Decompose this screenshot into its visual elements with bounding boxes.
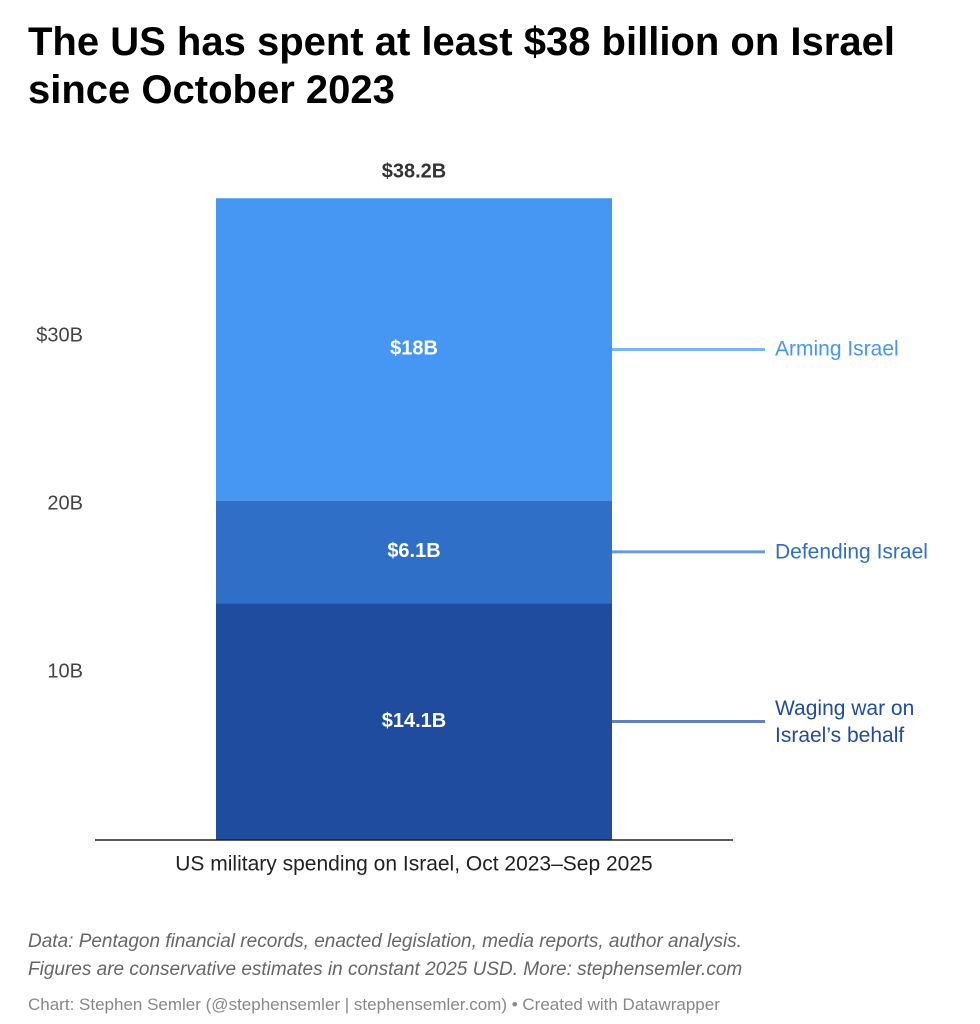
- bar-segment: [216, 603, 612, 840]
- note: Data: Pentagon financial records, enacte…: [28, 931, 742, 952]
- value-label: $14.1B: [382, 710, 447, 732]
- footer: Chart: Stephen Semler (@stephensemler | …: [28, 995, 720, 1014]
- total-label: $38.2B: [382, 161, 447, 183]
- x-tick-label: US military spending on Israel, Oct 2023…: [175, 853, 652, 876]
- y-tick-label: $30B: [36, 324, 83, 346]
- legend-label: Defending Israel: [775, 540, 928, 564]
- y-tick-label: 10B: [47, 660, 83, 682]
- y-tick-label: 20B: [47, 492, 83, 514]
- legend-label: Waging war on Israel’s behalf: [775, 696, 915, 747]
- bar-segment: [216, 198, 612, 501]
- bar-segment: [216, 500, 612, 604]
- value-label: $18B: [390, 338, 438, 360]
- note: Figures are conservative estimates in co…: [28, 959, 743, 980]
- value-label: $6.1B: [387, 540, 440, 562]
- chart-title: The US has spent at least $38 billion on…: [28, 20, 895, 112]
- legend-label: Arming Israel: [775, 337, 899, 361]
